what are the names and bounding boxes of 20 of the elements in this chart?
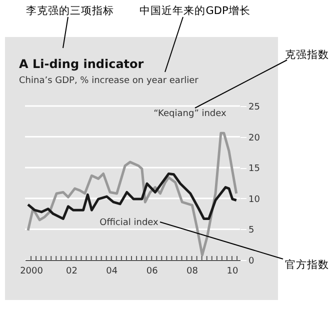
annotation: Official index <box>100 218 160 228</box>
x-tick-label: 06 <box>146 266 158 276</box>
y-tick-label: 0 <box>248 256 254 266</box>
y-tick-label: 20 <box>248 133 260 144</box>
y-tick-label: 15 <box>248 164 260 174</box>
x-tick-label: 10 <box>226 266 238 276</box>
text: 中国近年来的GDP增长 <box>140 4 250 17</box>
text: 李克强的三项指标 <box>26 4 114 17</box>
x-tick-label: 04 <box>106 266 118 276</box>
text: 官方指数 <box>285 258 329 271</box>
x-tick-label: 02 <box>66 266 78 276</box>
annotation: “Keqiang” index <box>154 109 228 119</box>
y-tick-label: 10 <box>248 194 260 205</box>
chart-subtitle: China’s GDP, % increase on year earlier <box>19 76 199 86</box>
x-tick-label: 08 <box>186 266 198 276</box>
y-tick-label: 5 <box>248 226 254 236</box>
x-tick-label: 2000 <box>20 266 44 276</box>
y-tick-label: 25 <box>248 102 260 112</box>
chart-title: A Li-ding indicator <box>19 57 144 71</box>
text: 克强指数 <box>285 48 329 61</box>
